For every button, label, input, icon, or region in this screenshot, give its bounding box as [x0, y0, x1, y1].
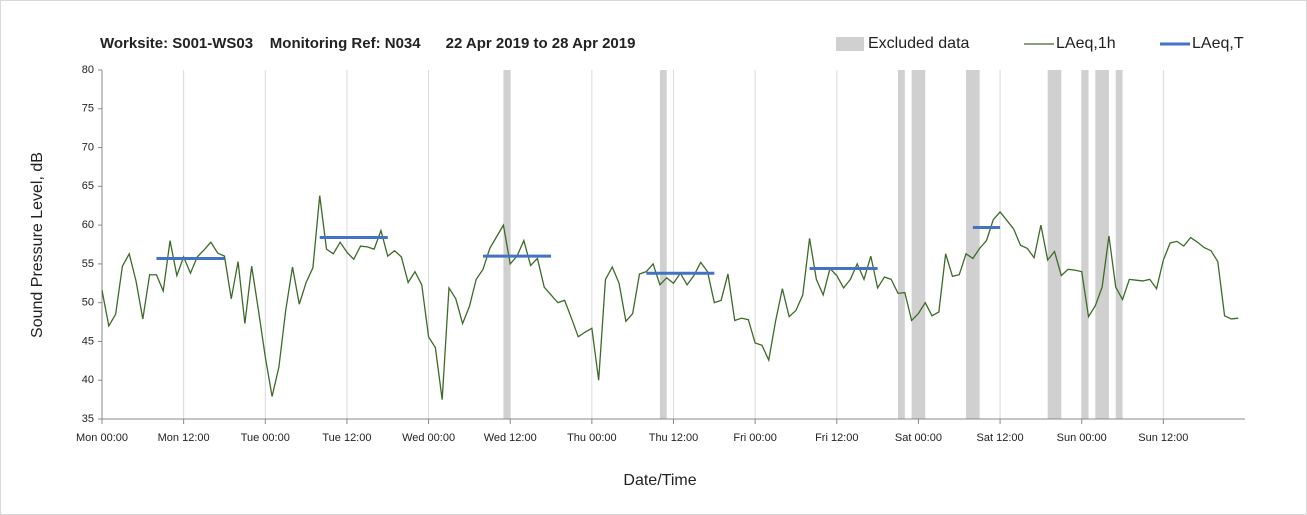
excluded-band [1115, 70, 1123, 419]
y-tick-label: 50 [82, 297, 94, 309]
x-tick-label: Wed 12:00 [484, 432, 537, 444]
x-tick-label: Mon 12:00 [158, 432, 210, 444]
legend-label: LAeq,1h [1056, 35, 1116, 52]
legend-label: Excluded data [868, 35, 970, 52]
x-tick-label: Thu 00:00 [567, 432, 617, 444]
excluded-band [659, 70, 667, 419]
x-tick-label: Sat 12:00 [977, 432, 1024, 444]
excluded-band [911, 70, 926, 419]
y-tick-label: 65 [82, 180, 94, 192]
x-tick-label: Tue 12:00 [322, 432, 371, 444]
y-tick-label: 55 [82, 258, 94, 270]
legend-swatch [836, 37, 864, 51]
excluded-band [1081, 70, 1089, 419]
line-series [101, 195, 1239, 400]
chart-title: Worksite: S001-WS03 Monitoring Ref: N034… [100, 35, 635, 52]
y-tick-label: 75 [82, 103, 94, 115]
excluded-band [1095, 70, 1109, 419]
x-tick-label: Fri 00:00 [733, 432, 776, 444]
excluded-band [898, 70, 905, 419]
x-tick-label: Mon 00:00 [76, 432, 128, 444]
x-tick-label: Sat 00:00 [895, 432, 942, 444]
y-tick-label: 40 [82, 374, 94, 386]
x-tick-label: Thu 12:00 [649, 432, 699, 444]
excluded-band [966, 70, 980, 419]
x-tick-label: Sun 00:00 [1057, 432, 1107, 444]
y-tick-label: 80 [82, 64, 94, 76]
y-tick-label: 45 [82, 335, 94, 347]
y-tick-label: 35 [82, 413, 94, 425]
x-tick-label: Sun 12:00 [1138, 432, 1188, 444]
y-tick-label: 70 [82, 141, 94, 153]
y-axis-label: Sound Pressure Level, dB [29, 152, 46, 338]
excluded-band [1047, 70, 1062, 419]
y-tick-label: 60 [82, 219, 94, 231]
x-tick-label: Wed 00:00 [402, 432, 455, 444]
x-tick-label: Fri 12:00 [815, 432, 858, 444]
x-tick-label: Tue 00:00 [241, 432, 290, 444]
x-axis-label: Date/Time [623, 472, 696, 489]
legend-label: LAeq,T [1192, 35, 1244, 52]
